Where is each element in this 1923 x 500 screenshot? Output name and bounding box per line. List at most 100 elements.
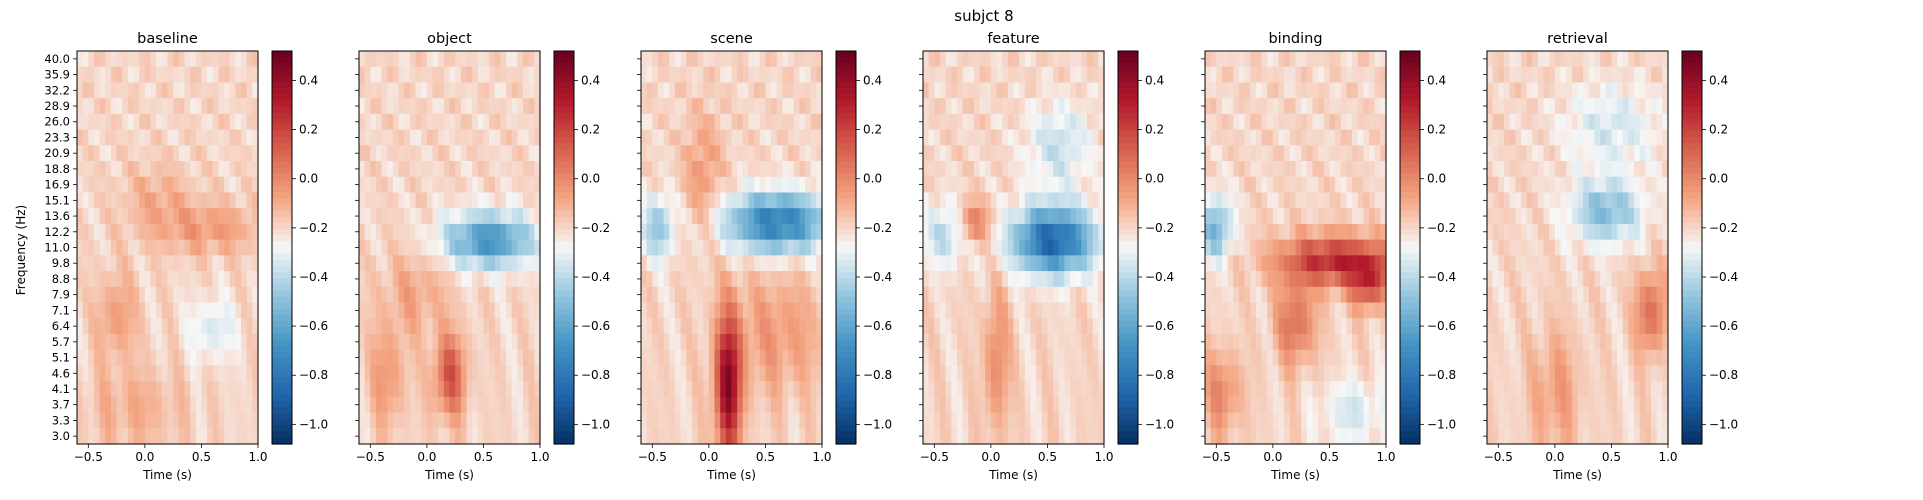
heatmap-cell — [235, 381, 242, 398]
heatmap-cell — [1070, 271, 1077, 288]
heatmap-cell — [1047, 255, 1054, 272]
heatmap-cell — [968, 51, 975, 68]
heatmap-cell — [765, 239, 772, 256]
heatmap-cell — [1075, 66, 1082, 84]
colorbar-strip — [1400, 296, 1420, 304]
heatmap-cell — [511, 161, 518, 178]
heatmap-cell — [979, 428, 986, 445]
heatmap-cell — [1272, 286, 1280, 304]
heatmap-cell — [1380, 318, 1387, 335]
colorbar-strip — [554, 290, 574, 298]
heatmap-cell — [1312, 208, 1319, 225]
colorbar-strip — [836, 179, 856, 187]
heatmap-cell — [1369, 412, 1376, 429]
heatmap-cell — [985, 381, 992, 398]
heatmap-cell — [646, 113, 653, 131]
heatmap-cell — [415, 381, 422, 398]
heatmap-cell — [99, 349, 106, 366]
heatmap-cell — [1244, 98, 1251, 115]
heatmap-cell — [212, 161, 220, 178]
heatmap-cell — [1352, 396, 1359, 414]
heatmap-cell — [1543, 176, 1550, 194]
colorbar-strip — [1400, 186, 1420, 193]
heatmap-cell — [506, 286, 513, 304]
heatmap-cell — [748, 271, 755, 288]
heatmap-cell — [1205, 192, 1212, 209]
heatmap-cell — [144, 208, 152, 225]
heatmap-cell — [195, 192, 203, 209]
heatmap-cell — [793, 333, 800, 351]
heatmap-cell — [398, 161, 405, 178]
heatmap-cell — [415, 349, 422, 366]
heatmap-cell — [449, 51, 456, 68]
heatmap-cell — [404, 412, 411, 429]
heatmap-cell — [1041, 176, 1049, 194]
heatmap-cell — [77, 98, 84, 115]
heatmap-cell — [500, 208, 507, 225]
heatmap-cell — [1583, 98, 1590, 115]
heatmap-cell — [77, 223, 84, 241]
heatmap-cell — [173, 113, 180, 131]
heatmap-cell — [1041, 129, 1049, 146]
heatmap-cell — [968, 161, 975, 178]
heatmap-cell — [1645, 129, 1652, 146]
heatmap-cell — [1487, 82, 1494, 99]
heatmap-cell — [1520, 176, 1528, 194]
heatmap-cell — [93, 161, 101, 178]
heatmap-cell — [697, 113, 704, 131]
heatmap-cell — [641, 271, 648, 288]
heatmap-cell — [1357, 223, 1364, 241]
heatmap-cell — [697, 302, 704, 319]
heatmap-cell — [641, 302, 648, 319]
heatmap-cell — [1278, 302, 1285, 319]
heatmap-cell — [511, 349, 518, 366]
heatmap-cell — [663, 365, 670, 382]
heatmap-cell — [1244, 145, 1251, 162]
heatmap-cell — [674, 349, 682, 366]
heatmap-cell — [956, 176, 964, 194]
heatmap-cell — [190, 333, 197, 351]
heatmap-cell — [359, 51, 366, 68]
heatmap-cell — [472, 176, 479, 194]
heatmap-cell — [737, 66, 744, 84]
heatmap-cell — [669, 66, 676, 84]
heatmap-cell — [472, 318, 479, 335]
heatmap-cell — [771, 98, 778, 115]
heatmap-cell — [466, 302, 473, 319]
heatmap-cell — [1651, 176, 1658, 194]
heatmap-cell — [1380, 396, 1387, 414]
heatmap-cell — [184, 208, 191, 225]
heatmap-cell — [1312, 349, 1319, 366]
heatmap-cell — [224, 176, 231, 194]
heatmap-cell — [1070, 223, 1077, 241]
heatmap-cell — [184, 176, 191, 194]
heatmap-cell — [195, 51, 203, 68]
heatmap-cell — [1272, 82, 1280, 99]
heatmap-cell — [156, 271, 163, 288]
heatmap-cell — [714, 349, 721, 366]
heatmap-cell — [1087, 66, 1094, 84]
colorbar-strip — [1400, 192, 1420, 199]
heatmap-cell — [1064, 98, 1071, 115]
heatmap-cell — [82, 145, 89, 162]
heatmap-cell — [483, 396, 490, 414]
heatmap-cell — [1013, 223, 1020, 241]
heatmap-cell — [1278, 318, 1285, 335]
heatmap-cell — [184, 365, 191, 382]
heatmap-cell — [1019, 82, 1026, 99]
heatmap-cell — [116, 428, 123, 445]
heatmap-cell — [88, 412, 95, 429]
heatmap-cell — [1363, 82, 1370, 99]
y-tick-label: 18.8 — [44, 162, 70, 176]
heatmap-cell — [1267, 98, 1274, 115]
heatmap-cell — [765, 349, 772, 366]
heatmap-cell — [195, 255, 203, 272]
heatmap-cell — [178, 302, 186, 319]
heatmap-cell — [652, 286, 659, 304]
heatmap-cell — [1662, 176, 1669, 194]
heatmap-cell — [691, 66, 699, 84]
heatmap-cell — [218, 428, 225, 445]
heatmap-cell — [116, 129, 123, 146]
heatmap-cell — [212, 428, 220, 445]
heatmap-cell — [1335, 412, 1342, 429]
